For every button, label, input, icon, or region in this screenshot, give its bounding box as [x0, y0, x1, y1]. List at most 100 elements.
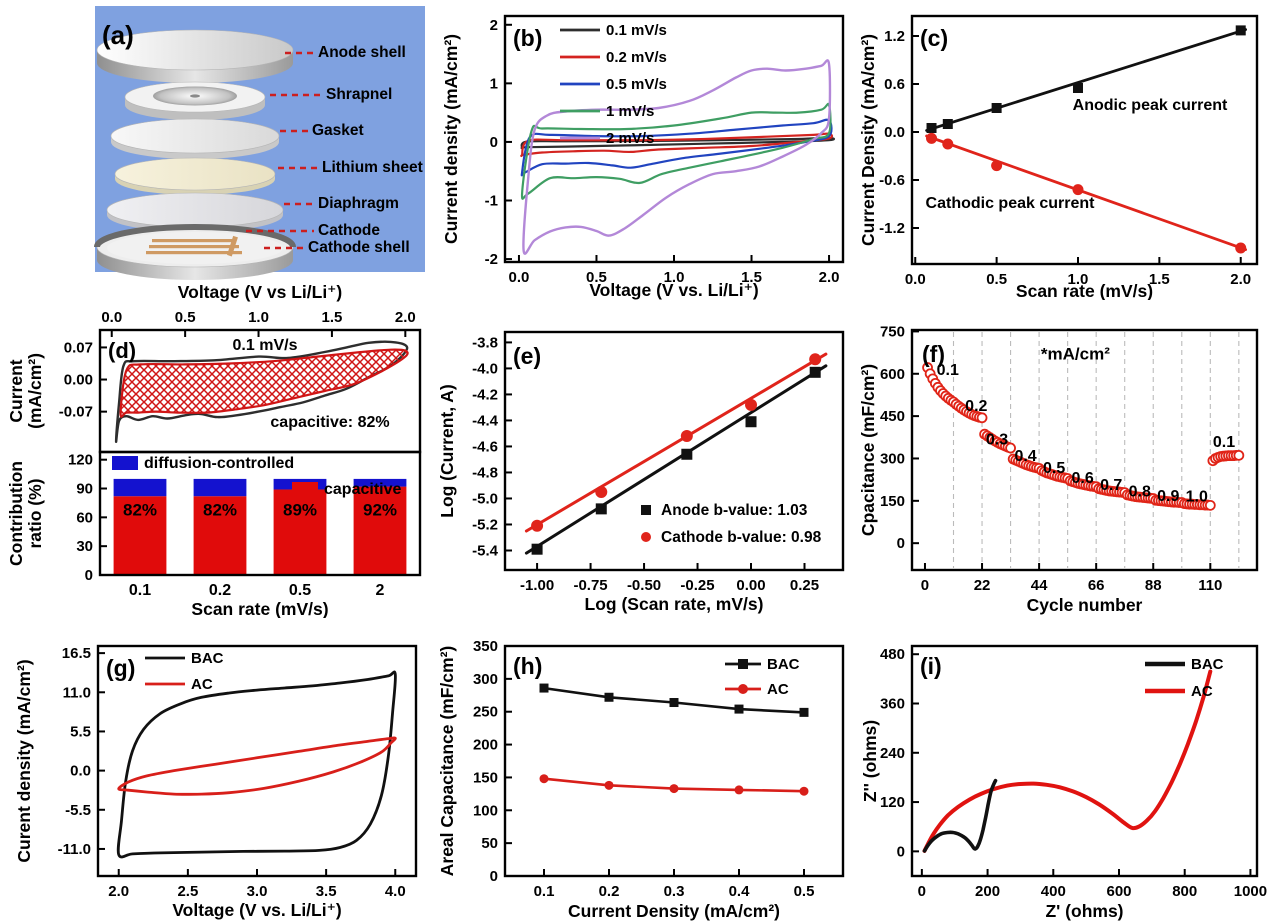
svg-text:300: 300	[473, 671, 498, 688]
d-cv-axes: 0.0 0.5 1.0 1.5 2.0 0.07 0.00 -0.07 Voltage (V v…	[6, 282, 416, 429]
svg-text:0.2: 0.2	[599, 883, 620, 900]
bar-capacitive	[193, 496, 247, 575]
svg-text:-11.0: -11.0	[58, 841, 91, 858]
diaphragm-disc	[106, 192, 284, 232]
b-x-axis-label: Voltage (V vs. Li/Li⁺)	[589, 280, 758, 300]
panel-f-rate-capability: 0 22 44 66 88 110 0 150 300 450 600 750 Cycle number…	[850, 300, 1269, 618]
e-legend: Anode b-value: 1.03 Cathode b-value: 0.98	[641, 502, 822, 546]
svg-text:2.0: 2.0	[108, 883, 129, 900]
c-curve-cathodic-fit	[925, 134, 1247, 251]
d-cv-y-axis-label: (mA/cm²)	[25, 353, 45, 429]
layer-label: Anode shell	[318, 44, 406, 61]
svg-text:480: 480	[880, 646, 905, 663]
layer-label: Diaphragm	[318, 195, 399, 212]
svg-text:44: 44	[1031, 577, 1048, 594]
b-panel-letter: (b)	[513, 25, 542, 51]
i-curve-BAC	[922, 778, 998, 853]
cathode-shell-cup	[94, 224, 296, 280]
nyquist-chart: 0 200 400 600 800 1000 0 120 240 360 480 Z' (ohms) Z…	[850, 618, 1269, 923]
svg-text:1.0: 1.0	[1068, 271, 1089, 288]
svg-text:4.0: 4.0	[385, 883, 406, 900]
svg-text:BAC: BAC	[1191, 656, 1224, 673]
svg-text:3.0: 3.0	[247, 883, 268, 900]
panel-h-areal-capacitance: 0.1 0.2 0.3 0.4 0.5 0 50 100 150 200 250 300 350 Curr…	[427, 618, 850, 923]
chart-d-cv: 0.0 0.5 1.0 1.5 2.0 0.07 0.00 -0.07 Voltage (V v…	[6, 282, 422, 454]
bar-capacitive	[273, 489, 327, 575]
svg-text:-4.0: -4.0	[472, 360, 498, 377]
panel-b-cv-scan-rates: 0.0 0.5 1.0 1.5 2.0 -2 -1 0 1 2 Voltage (V vs. Li/…	[427, 0, 850, 300]
svg-text:-4.6: -4.6	[472, 438, 498, 455]
panel-background	[427, 618, 850, 923]
panel-background	[850, 300, 1269, 618]
c-y-axis-label: Current Density (mA/cm²)	[858, 34, 878, 246]
g-x-axis-label: Voltage (V vs. Li/Li⁺)	[172, 900, 341, 920]
chart-c: 0.0 0.5 1.0 1.5 2.0 -1.2 -0.6 0.0 0.6 1.2 Scan rat…	[858, 14, 1259, 300]
svg-text:1000: 1000	[1234, 883, 1267, 900]
peak-current-chart: 0.0 0.5 1.0 1.5 2.0 -1.2 -0.6 0.0 0.6 1.2 Scan rat…	[850, 0, 1269, 300]
i-curve-AC	[922, 669, 1213, 853]
h-panel-letter: (h)	[513, 653, 542, 679]
panel-background	[850, 0, 1269, 300]
chart-d-bars: 82% 82% 89% 92% 0 30 60 90 120 0.1 0.2 0.5 2 Scan rat…	[6, 450, 422, 618]
bar-capacitive	[353, 486, 407, 575]
f-markers-rate-capability	[922, 362, 1245, 511]
svg-text:-5.0: -5.0	[472, 490, 498, 507]
svg-text:0: 0	[490, 134, 498, 151]
i-y-axis-label: Z'' (ohms)	[860, 720, 880, 802]
d-bars-bars: 82% 82% 89% 92%	[113, 478, 407, 575]
svg-text:400: 400	[1041, 883, 1066, 900]
svg-text:-2: -2	[485, 251, 498, 268]
d-bars-y-axis-label: Contribution	[6, 461, 26, 566]
svg-text:AC: AC	[767, 681, 789, 698]
svg-text:-5.2: -5.2	[472, 516, 498, 533]
b-curve-0.2 mV/s	[520, 132, 834, 158]
svg-text:2.0: 2.0	[1230, 271, 1251, 288]
svg-text:600: 600	[880, 366, 905, 383]
cv-scan-rates-chart: 0.0 0.5 1.0 1.5 2.0 -2 -1 0 1 2 Voltage (V vs. Li/…	[427, 0, 850, 300]
svg-text:-4.2: -4.2	[472, 386, 498, 403]
g-axes: 2.0 2.5 3.0 3.5 4.0 16.5 11.0 5.5 0.0 -5.5 -11.0 Vo…	[14, 645, 406, 920]
svg-text:110: 110	[1198, 577, 1222, 594]
svg-text:0.1: 0.1	[129, 582, 151, 599]
d-bars-plot-border	[98, 450, 422, 577]
svg-text:360: 360	[880, 696, 905, 713]
b-curve-1 mV/s	[520, 102, 832, 200]
e-curve-anode-fit	[524, 364, 828, 555]
f-annotation: 0.6	[1072, 470, 1094, 487]
g-legend: BAC AC	[145, 650, 224, 693]
svg-text:0: 0	[85, 567, 93, 584]
svg-text:3.5: 3.5	[316, 883, 337, 900]
f-annotation: 0.9	[1157, 488, 1179, 505]
d-bars-x-axis-label: Scan rate (mV/s)	[191, 599, 328, 618]
f-annotation: 0.5	[1043, 460, 1065, 477]
chart-h: 0.1 0.2 0.3 0.4 0.5 0 50 100 150 200 250 300 350 Curr…	[437, 638, 845, 921]
e-panel-letter: (e)	[513, 343, 541, 369]
svg-text:0.5: 0.5	[289, 582, 311, 599]
c-annotation: Anodic peak current	[1073, 97, 1228, 114]
bar-label: 92%	[363, 500, 397, 519]
c-curve-anodic-fit	[925, 28, 1247, 132]
b-axes: 0.0 0.5 1.0 1.5 2.0 -2 -1 0 1 2 Voltage (V vs. Li/…	[441, 17, 839, 300]
cathode-electrode	[146, 235, 242, 257]
f-annotation: 0.1	[937, 362, 959, 379]
svg-text:BAC: BAC	[767, 656, 800, 673]
svg-text:0.2: 0.2	[209, 582, 231, 599]
svg-text:0: 0	[490, 868, 498, 885]
b-value-chart: -1.00 -0.75 -0.50 -0.25 0.00 0.25 -3.8 -4.0 -4.2…	[427, 300, 850, 618]
i-x-axis-label: Z' (ohms)	[1045, 901, 1123, 921]
svg-text:1.0: 1.0	[248, 309, 269, 326]
c-annotation: Cathodic peak current	[926, 195, 1096, 212]
svg-text:0.00: 0.00	[64, 372, 93, 389]
chart-f: 0 22 44 66 88 110 0 150 300 450 600 750 Cycle number…	[858, 323, 1259, 615]
c-axes: 0.0 0.5 1.0 1.5 2.0 -1.2 -0.6 0.0 0.6 1.2 Scan rat…	[858, 28, 1251, 300]
svg-text:-1.00: -1.00	[520, 577, 554, 594]
svg-text:1.5: 1.5	[321, 309, 342, 326]
svg-text:0.0: 0.0	[70, 763, 91, 780]
svg-text:120: 120	[880, 794, 905, 811]
svg-text:150: 150	[880, 493, 905, 510]
svg-text:-0.25: -0.25	[680, 577, 714, 594]
svg-text:capacitive: capacitive	[324, 481, 401, 498]
svg-text:0.3: 0.3	[664, 883, 685, 900]
svg-text:0.0: 0.0	[905, 271, 926, 288]
